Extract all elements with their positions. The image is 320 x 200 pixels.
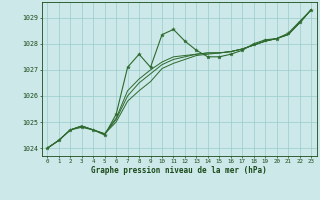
X-axis label: Graphe pression niveau de la mer (hPa): Graphe pression niveau de la mer (hPa)	[91, 166, 267, 175]
